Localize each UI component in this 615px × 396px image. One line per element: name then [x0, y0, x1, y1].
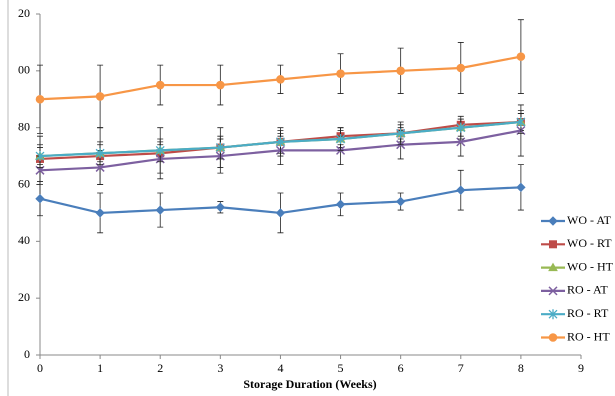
point [276, 75, 285, 84]
point [456, 122, 466, 133]
legend-marker [548, 216, 558, 226]
legend-marker [549, 240, 557, 249]
x-tick-label: 3 [217, 361, 223, 375]
y-tick-label: 20 [18, 290, 30, 304]
x-tick-label: 8 [518, 361, 524, 375]
legend-label: WO - HT [567, 259, 614, 273]
y-tick-label: 60 [18, 176, 30, 190]
y-tick-label: 00 [18, 63, 30, 77]
point [275, 136, 285, 147]
point [456, 185, 466, 195]
y-tick-label: 20 [18, 6, 30, 20]
point [335, 199, 346, 210]
x-tick-label: 1 [97, 361, 103, 375]
x-tick-label: 5 [338, 361, 344, 375]
point [35, 151, 45, 162]
legend-label: WO - RT [567, 236, 612, 250]
y-tick-label: 40 [18, 233, 30, 247]
legend-marker [548, 309, 558, 320]
y-tick-label: 80 [18, 119, 30, 133]
legend-label: RO - AT [567, 283, 608, 297]
legend-label: RO - HT [567, 329, 610, 343]
point [336, 69, 345, 78]
point [155, 80, 165, 90]
point [95, 148, 105, 159]
point [215, 142, 225, 153]
point [95, 208, 105, 218]
legend-label: RO - RT [567, 306, 609, 320]
point [155, 205, 165, 215]
x-axis-label: Storage Duration (Weeks) [243, 377, 376, 391]
point [516, 116, 526, 127]
x-tick-label: 4 [277, 361, 283, 375]
y-tick-label: 0 [24, 347, 30, 361]
legend-marker [548, 333, 558, 342]
point [35, 94, 45, 104]
point [215, 202, 226, 212]
point [516, 52, 526, 61]
x-tick-label: 9 [578, 361, 584, 375]
point [516, 182, 526, 193]
legend-label: WO - AT [567, 213, 612, 227]
point [336, 134, 346, 145]
point [456, 63, 466, 73]
x-tick-label: 6 [398, 361, 404, 375]
x-tick-label: 0 [37, 361, 43, 375]
point [275, 208, 286, 218]
point [35, 194, 45, 204]
legend-marker [548, 286, 558, 296]
point [216, 80, 225, 90]
point [396, 66, 405, 76]
point [396, 128, 406, 139]
point [95, 92, 105, 101]
point [155, 145, 165, 156]
x-tick-label: 7 [458, 361, 464, 375]
x-tick-label: 2 [157, 361, 163, 375]
point [395, 196, 406, 207]
legend-marker [548, 262, 558, 272]
